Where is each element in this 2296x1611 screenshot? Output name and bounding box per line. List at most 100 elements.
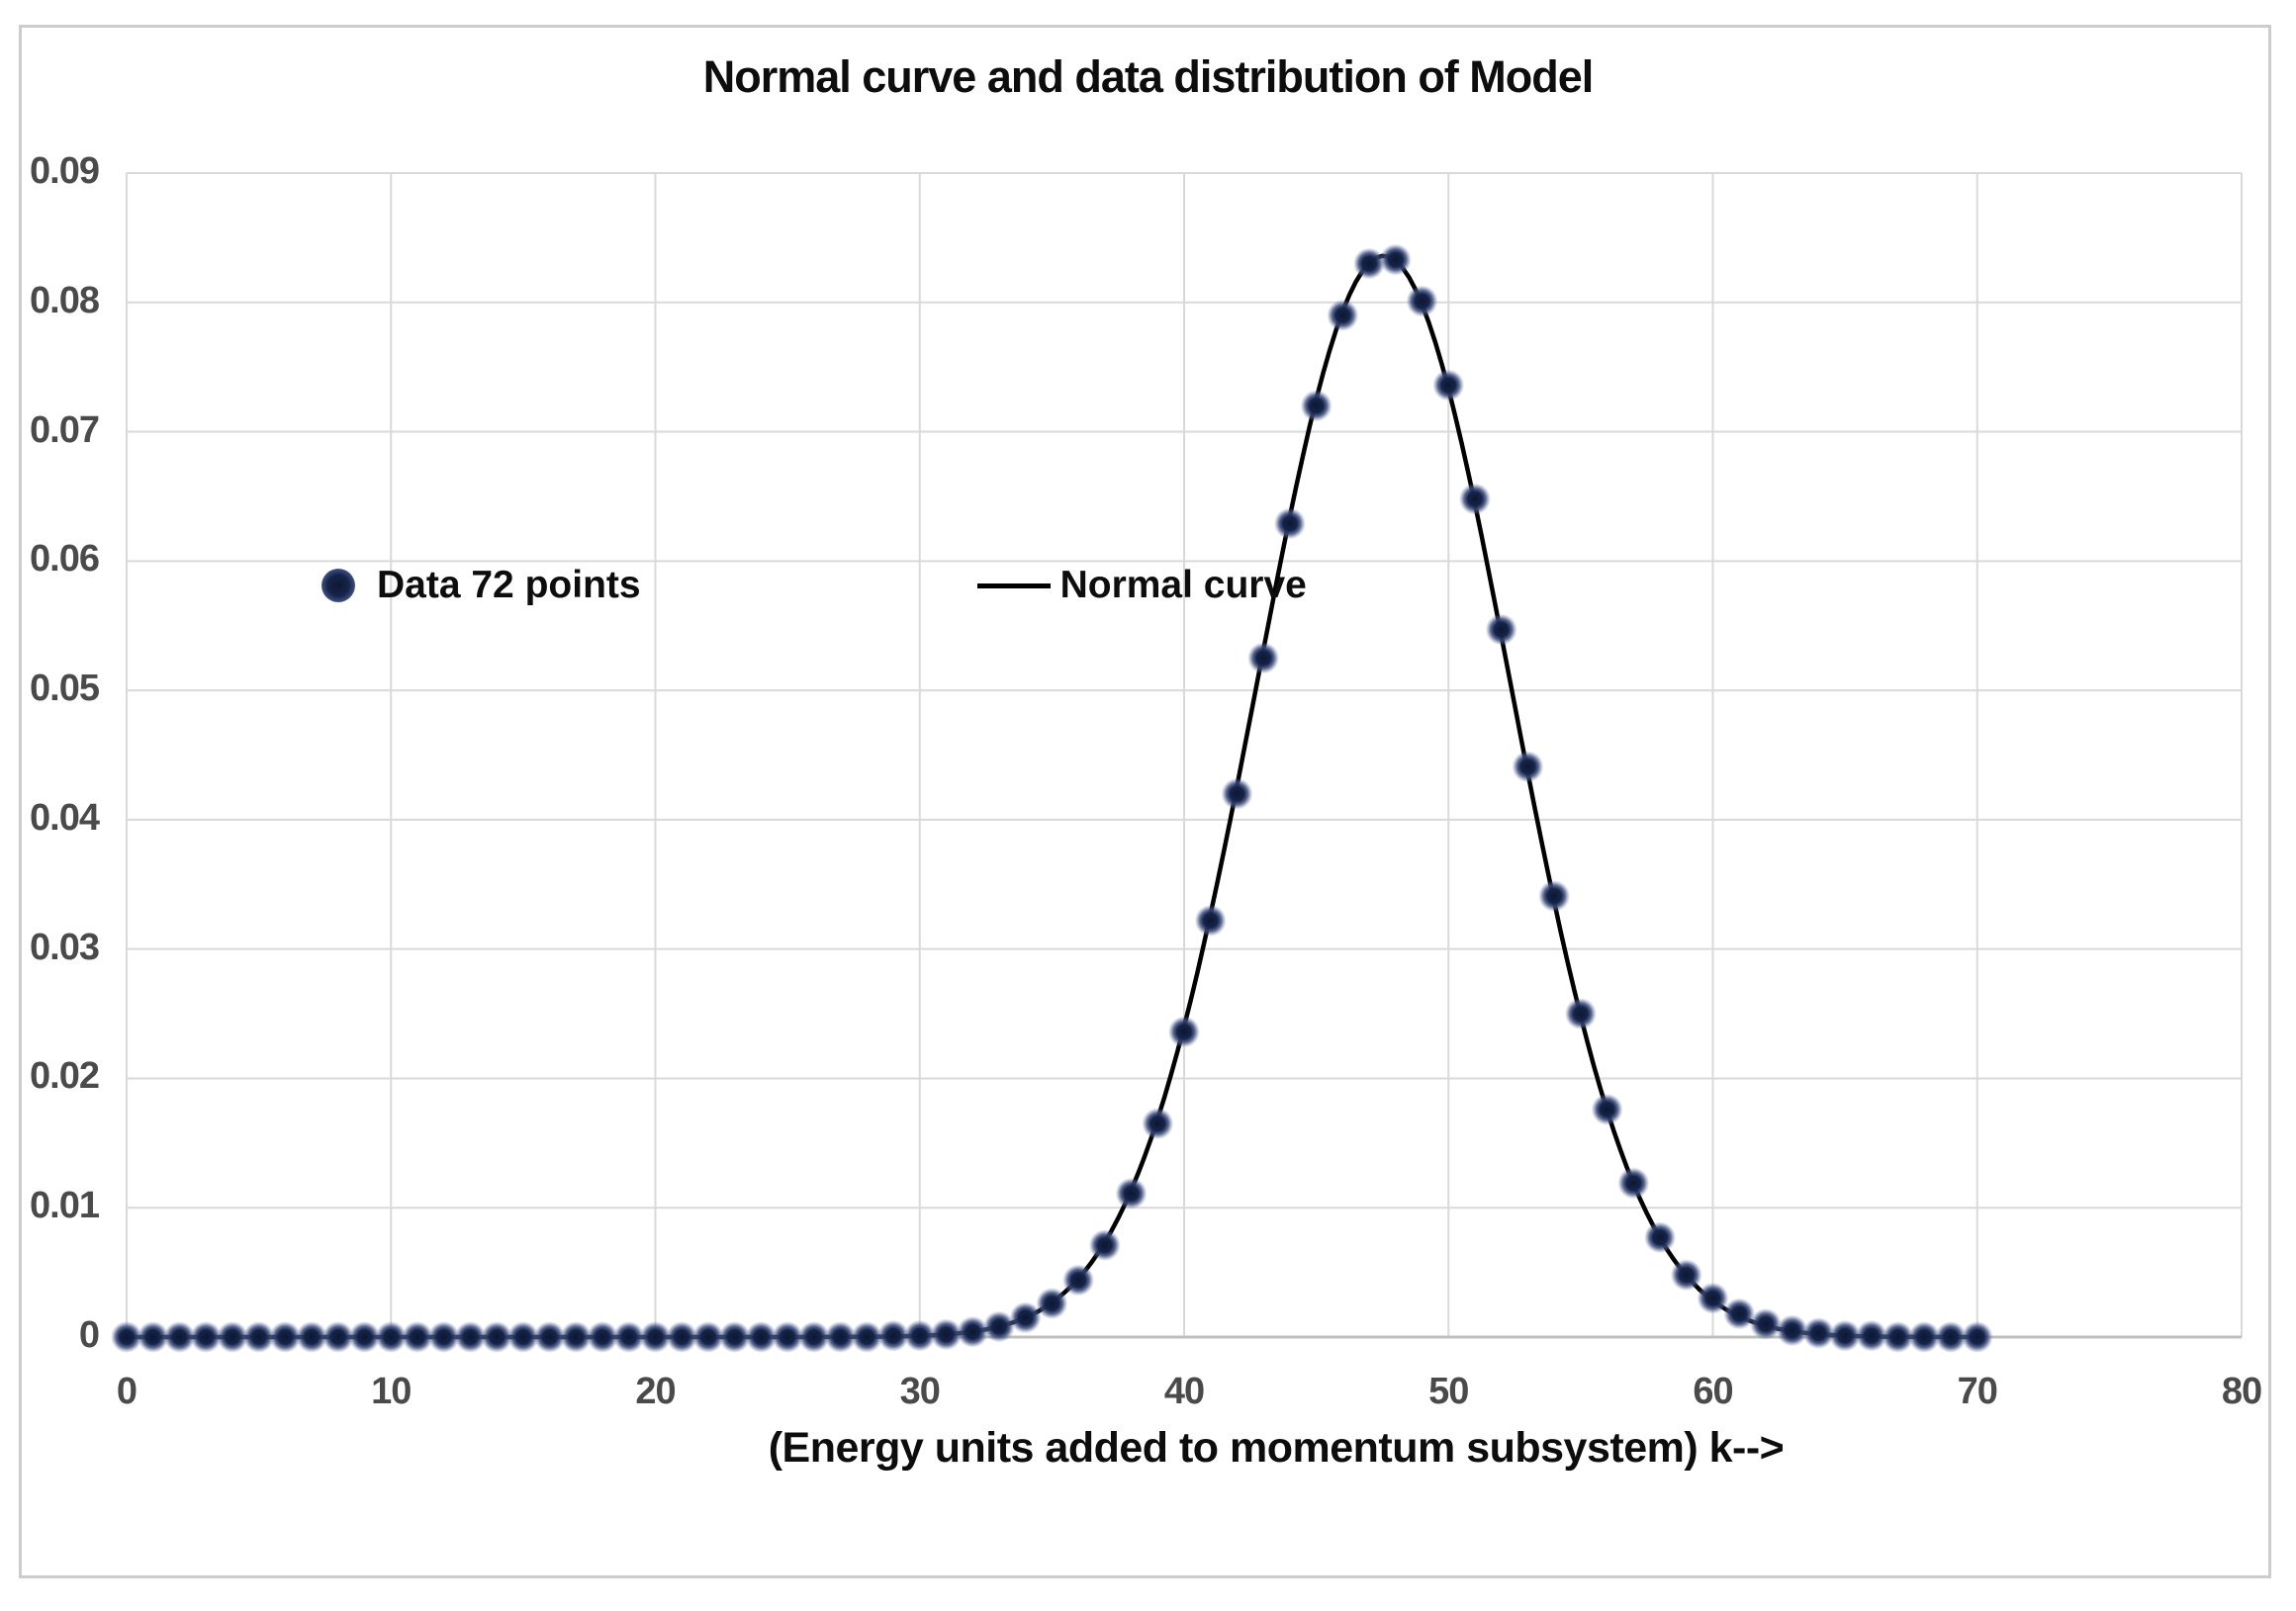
- data-point: [1142, 1108, 1174, 1140]
- data-point: [1935, 1321, 1968, 1353]
- x-tick-label: 80: [2221, 1371, 2262, 1412]
- data-point: [903, 1319, 936, 1352]
- data-point: [296, 1321, 328, 1353]
- x-tick-label: 70: [1957, 1371, 1998, 1412]
- data-point: [1723, 1298, 1756, 1330]
- data-point: [587, 1321, 619, 1353]
- data-point: [1802, 1317, 1835, 1350]
- data-point: [1247, 642, 1280, 674]
- data-point: [242, 1321, 275, 1353]
- data-point: [1300, 390, 1332, 422]
- legend-item-curve: Normal curve: [976, 564, 1307, 607]
- data-point: [1458, 483, 1491, 515]
- data-point: [1882, 1321, 1914, 1353]
- data-point: [1353, 247, 1386, 280]
- data-point: [481, 1321, 513, 1353]
- x-tick-label: 10: [371, 1371, 412, 1412]
- data-point: [1327, 299, 1359, 331]
- data-point: [1036, 1287, 1068, 1319]
- x-axis-title: (Energy units added to momentum subsyste…: [768, 1424, 1785, 1472]
- line-icon: [976, 582, 1051, 588]
- data-point: [1855, 1319, 1887, 1352]
- chart-frame: [19, 25, 2271, 1578]
- data-point: [1406, 285, 1438, 317]
- legend-item-data: Data 72 points: [321, 564, 641, 607]
- data-point: [190, 1321, 223, 1353]
- data-point: [1221, 777, 1253, 810]
- data-point: [1379, 243, 1412, 276]
- data-point: [1961, 1321, 1993, 1353]
- data-points: [111, 243, 1993, 1353]
- data-point: [1273, 507, 1306, 540]
- data-point: [1829, 1319, 1862, 1352]
- data-point: [639, 1321, 672, 1353]
- legend-label-data: Data 72 points: [377, 564, 641, 606]
- data-point: [427, 1321, 460, 1353]
- data-point: [137, 1321, 169, 1353]
- data-point: [691, 1321, 724, 1353]
- chart-title: Normal curve and data distribution of Mo…: [702, 51, 1595, 102]
- y-tick-label: 0.02: [30, 1055, 100, 1098]
- data-point: [1168, 1016, 1200, 1048]
- data-point: [1776, 1314, 1808, 1347]
- data-point: [269, 1321, 302, 1353]
- x-tick-label: 20: [635, 1371, 676, 1412]
- y-tick-label: 0.06: [30, 538, 100, 581]
- data-point: [666, 1321, 698, 1353]
- y-tick-label: 0.09: [30, 150, 100, 192]
- data-point: [1512, 751, 1544, 783]
- data-point: [1564, 998, 1597, 1030]
- data-point: [1670, 1259, 1702, 1292]
- data-point: [797, 1321, 830, 1353]
- data-point: [506, 1321, 539, 1353]
- data-point: [824, 1321, 857, 1353]
- data-point: [930, 1318, 963, 1351]
- x-tick-label: 30: [899, 1371, 941, 1412]
- data-point: [772, 1321, 804, 1353]
- data-point: [111, 1321, 142, 1353]
- y-tick-label: 0: [78, 1314, 100, 1356]
- data-point: [1908, 1321, 1941, 1353]
- data-point: [957, 1315, 989, 1348]
- x-tick-label: 40: [1163, 1371, 1205, 1412]
- data-point: [454, 1321, 487, 1353]
- data-point: [1697, 1282, 1729, 1314]
- x-tick-label: 60: [1693, 1371, 1733, 1412]
- normal-curve-path: [127, 253, 1977, 1340]
- data-point: [321, 1321, 354, 1353]
- data-point: [1591, 1093, 1623, 1125]
- y-tick-label: 0.03: [30, 926, 100, 968]
- x-tick-label: 0: [116, 1371, 138, 1412]
- data-point: [1485, 613, 1517, 646]
- data-point: [560, 1321, 593, 1353]
- data-point: [1009, 1301, 1042, 1334]
- data-point: [1115, 1177, 1148, 1209]
- y-tick-label: 0.05: [30, 668, 100, 710]
- gridlines: [126, 172, 2243, 1339]
- data-point: [1538, 880, 1571, 913]
- legend-label-curve: Normal curve: [1059, 564, 1307, 606]
- data-point: [718, 1321, 751, 1353]
- data-point: [1088, 1229, 1121, 1262]
- data-point: [1432, 369, 1465, 402]
- data-point: [851, 1321, 883, 1353]
- data-point: [348, 1321, 381, 1353]
- data-point: [1644, 1221, 1677, 1254]
- x-tick-label: 50: [1428, 1371, 1469, 1412]
- data-point: [375, 1321, 408, 1353]
- data-point: [163, 1321, 196, 1353]
- data-point: [612, 1321, 645, 1353]
- y-tick-label: 0.08: [30, 279, 100, 321]
- y-tick-label: 0.04: [30, 796, 100, 839]
- data-point: [401, 1321, 433, 1353]
- data-point: [1194, 904, 1227, 937]
- data-point: [1749, 1307, 1782, 1340]
- data-point: [982, 1310, 1015, 1343]
- normal-curve-line: [127, 253, 1977, 1340]
- data-point: [216, 1321, 248, 1353]
- y-tick-label: 0.01: [30, 1185, 100, 1227]
- data-point: [533, 1321, 566, 1353]
- y-tick-label: 0.07: [30, 408, 100, 451]
